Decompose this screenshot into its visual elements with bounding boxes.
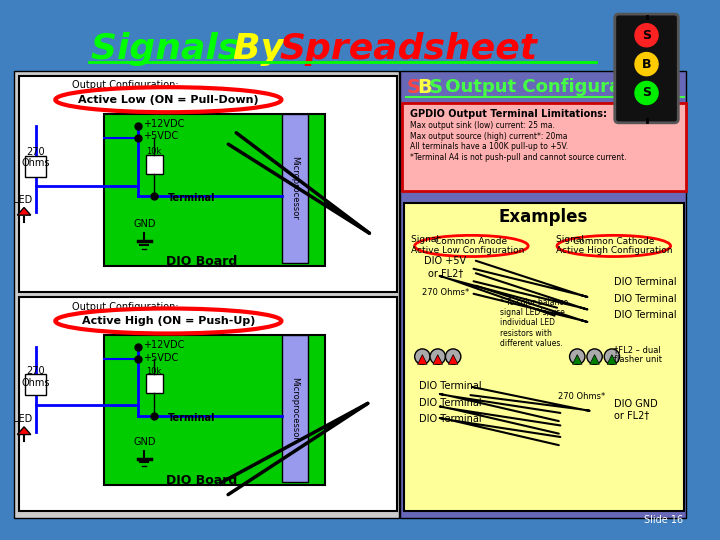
Text: By: By xyxy=(233,32,297,66)
Text: Slide 16: Slide 16 xyxy=(644,515,683,525)
Text: †FL2 – dual
flasher unit: †FL2 – dual flasher unit xyxy=(614,345,662,364)
Text: Signals: Signals xyxy=(91,32,252,66)
Text: 270 Ohms*: 270 Ohms* xyxy=(559,393,606,402)
Polygon shape xyxy=(607,355,617,365)
Text: DIO Terminal
DIO Terminal
DIO Terminal: DIO Terminal DIO Terminal DIO Terminal xyxy=(614,278,676,320)
Text: +12VDC: +12VDC xyxy=(143,340,185,350)
Circle shape xyxy=(446,349,461,365)
Text: S: S xyxy=(642,86,651,99)
Circle shape xyxy=(587,349,602,365)
Polygon shape xyxy=(418,355,427,365)
Text: Output Configuration:: Output Configuration: xyxy=(72,301,179,312)
Text: LED: LED xyxy=(14,414,32,424)
FancyBboxPatch shape xyxy=(25,156,46,177)
Text: All terminals have a 100K pull-up to +5V.: All terminals have a 100K pull-up to +5V… xyxy=(410,143,568,151)
FancyBboxPatch shape xyxy=(14,71,400,518)
Polygon shape xyxy=(449,355,458,365)
Text: Active Low (ON = Pull-Down): Active Low (ON = Pull-Down) xyxy=(78,94,258,105)
Circle shape xyxy=(570,349,585,365)
FancyBboxPatch shape xyxy=(146,154,163,174)
Text: Common Cathode: Common Cathode xyxy=(573,237,654,246)
Polygon shape xyxy=(433,355,443,365)
FancyBboxPatch shape xyxy=(404,202,684,510)
Text: DIO Board: DIO Board xyxy=(166,474,238,487)
Polygon shape xyxy=(590,355,599,365)
Text: GND: GND xyxy=(133,219,156,229)
Text: Signal -: Signal - xyxy=(556,235,590,244)
Text: Active High Configuration: Active High Configuration xyxy=(556,246,672,255)
Ellipse shape xyxy=(415,235,528,256)
Text: S: S xyxy=(642,29,651,42)
FancyBboxPatch shape xyxy=(402,103,686,191)
Text: DIO Terminal
DIO Terminal
DIO Terminal: DIO Terminal DIO Terminal DIO Terminal xyxy=(418,381,481,424)
Circle shape xyxy=(635,52,658,76)
Text: 270 Ohms*: 270 Ohms* xyxy=(422,288,469,296)
Text: DIO GND
or FL2†: DIO GND or FL2† xyxy=(614,399,657,420)
Text: Output Configurations: Output Configurations xyxy=(438,78,671,96)
Text: Signal -: Signal - xyxy=(411,235,445,244)
Text: Active High (ON = Push-Up): Active High (ON = Push-Up) xyxy=(81,316,255,326)
Ellipse shape xyxy=(55,308,282,334)
Text: Output Configuration:: Output Configuration: xyxy=(72,80,179,90)
Circle shape xyxy=(635,82,658,105)
Text: B: B xyxy=(642,58,652,71)
Text: *Terminal A4 is not push-pull and cannot source current.: *Terminal A4 is not push-pull and cannot… xyxy=(410,153,626,162)
Text: DIO +5V
or FL2†: DIO +5V or FL2† xyxy=(424,256,467,278)
Circle shape xyxy=(635,24,658,47)
Text: +12VDC: +12VDC xyxy=(143,119,185,129)
Text: Max output source (high) current*: 20ma: Max output source (high) current*: 20ma xyxy=(410,132,567,141)
Text: * To color balance
signal LED’s, use
individual LED
resistors with
different val: * To color balance signal LED’s, use ind… xyxy=(500,298,568,348)
Text: GPDIO Output Terminal Limitations:: GPDIO Output Terminal Limitations: xyxy=(410,109,607,119)
Text: 10k: 10k xyxy=(146,367,161,376)
Text: Max output sink (low) current: 25 ma.: Max output sink (low) current: 25 ma. xyxy=(410,121,554,130)
FancyBboxPatch shape xyxy=(615,14,678,123)
Text: Terminal: Terminal xyxy=(168,193,216,203)
Text: Terminal: Terminal xyxy=(168,413,216,423)
Ellipse shape xyxy=(557,235,670,256)
Text: Microprocessor: Microprocessor xyxy=(290,156,299,220)
Text: 270
Ohms: 270 Ohms xyxy=(22,147,50,168)
FancyBboxPatch shape xyxy=(19,297,397,510)
FancyBboxPatch shape xyxy=(400,71,686,518)
Ellipse shape xyxy=(55,87,282,112)
FancyBboxPatch shape xyxy=(282,114,308,264)
FancyBboxPatch shape xyxy=(104,335,325,484)
FancyBboxPatch shape xyxy=(19,76,397,292)
Text: +5VDC: +5VDC xyxy=(143,353,179,362)
Text: Microprocessor: Microprocessor xyxy=(290,376,299,441)
FancyBboxPatch shape xyxy=(104,114,325,266)
Text: B: B xyxy=(418,78,432,97)
FancyBboxPatch shape xyxy=(282,335,308,482)
Text: S: S xyxy=(407,78,421,97)
Text: 10k: 10k xyxy=(146,146,161,156)
Text: Active Low Configuration: Active Low Configuration xyxy=(411,246,524,255)
Polygon shape xyxy=(17,207,31,215)
Polygon shape xyxy=(17,427,31,435)
Text: 270
Ohms: 270 Ohms xyxy=(22,366,50,388)
Text: Spreadsheet: Spreadsheet xyxy=(279,32,537,66)
Circle shape xyxy=(415,349,430,365)
Text: S: S xyxy=(428,78,442,97)
Text: LED: LED xyxy=(14,194,32,205)
FancyBboxPatch shape xyxy=(146,374,163,393)
Text: Common Anode: Common Anode xyxy=(436,237,508,246)
FancyBboxPatch shape xyxy=(25,374,46,395)
Circle shape xyxy=(430,349,446,365)
Text: DIO Board: DIO Board xyxy=(166,255,238,268)
Circle shape xyxy=(604,349,620,365)
Text: Examples: Examples xyxy=(499,208,588,226)
Text: +5VDC: +5VDC xyxy=(143,131,179,141)
Text: GND: GND xyxy=(133,437,156,447)
Polygon shape xyxy=(572,355,582,365)
